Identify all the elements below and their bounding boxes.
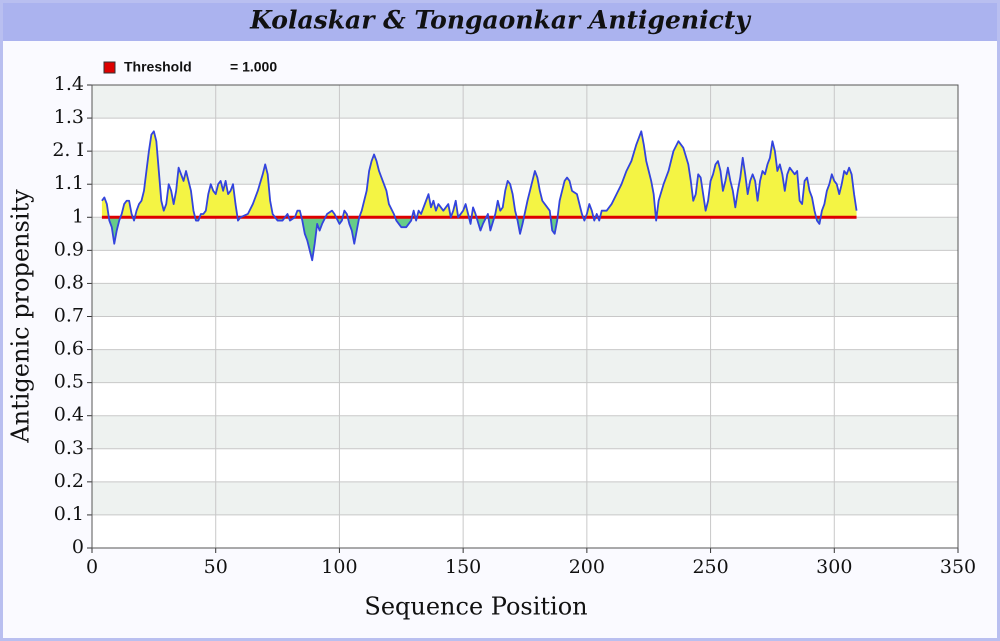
grid-band xyxy=(92,217,958,251)
chart-title: Kolaskar & Tongaonkar Antigenicty xyxy=(249,6,751,35)
grid-band xyxy=(92,481,958,515)
x-axis-title: Sequence Position xyxy=(364,593,587,621)
grid-band xyxy=(92,283,958,317)
plot-area: 0 0.1 0.2 0.3 0.4 0.5 0.6 0.7 0.8 0.9 1 1.1 2. I 1.3 1… xyxy=(52,73,976,578)
y-tick-label: 0.9 xyxy=(54,238,84,260)
plot-border xyxy=(91,84,959,549)
y-tick-label: 0.8 xyxy=(54,271,84,293)
x-tick-label: 350 xyxy=(940,556,976,578)
y-tick-label: 0.6 xyxy=(54,338,84,360)
y-tick-label: 0.2 xyxy=(54,470,84,492)
x-tick-label: 0 xyxy=(86,556,98,578)
y-tick-label: 1.4 xyxy=(54,73,84,95)
y-axis-title: Antigenic propensity xyxy=(7,189,35,444)
x-tick-label: 300 xyxy=(816,556,852,578)
legend-swatch xyxy=(103,61,116,74)
y-tick-label: 0.3 xyxy=(54,437,84,459)
y-tick-label: 1 xyxy=(72,205,84,227)
line xyxy=(101,130,858,262)
y-tick-label: 0.1 xyxy=(54,503,84,525)
legend-value: = 1.000 xyxy=(230,59,277,75)
grid-band xyxy=(92,85,958,119)
grid-band xyxy=(92,415,958,449)
y-tick-label: 0 xyxy=(72,536,84,558)
x-tick-label: 200 xyxy=(569,556,605,578)
x-tick-label: 250 xyxy=(692,556,728,578)
x-tick-label: 50 xyxy=(204,556,228,578)
y-tick-label: 1.1 xyxy=(54,172,84,194)
header-bar xyxy=(3,3,997,41)
legend-label: Threshold xyxy=(124,59,192,75)
area-above xyxy=(101,131,857,218)
grid-band xyxy=(92,349,958,383)
x-tick-label: 100 xyxy=(321,556,357,578)
y-tick-label: 1.3 xyxy=(54,106,84,128)
grid-band xyxy=(92,151,958,185)
y-tick-label: 2. I xyxy=(52,139,84,161)
y-tick-label: 0.7 xyxy=(54,305,84,327)
y-tick-label: 0.5 xyxy=(54,371,84,393)
x-tick-label: 150 xyxy=(445,556,481,578)
y-tick-label: 0.4 xyxy=(54,404,84,426)
